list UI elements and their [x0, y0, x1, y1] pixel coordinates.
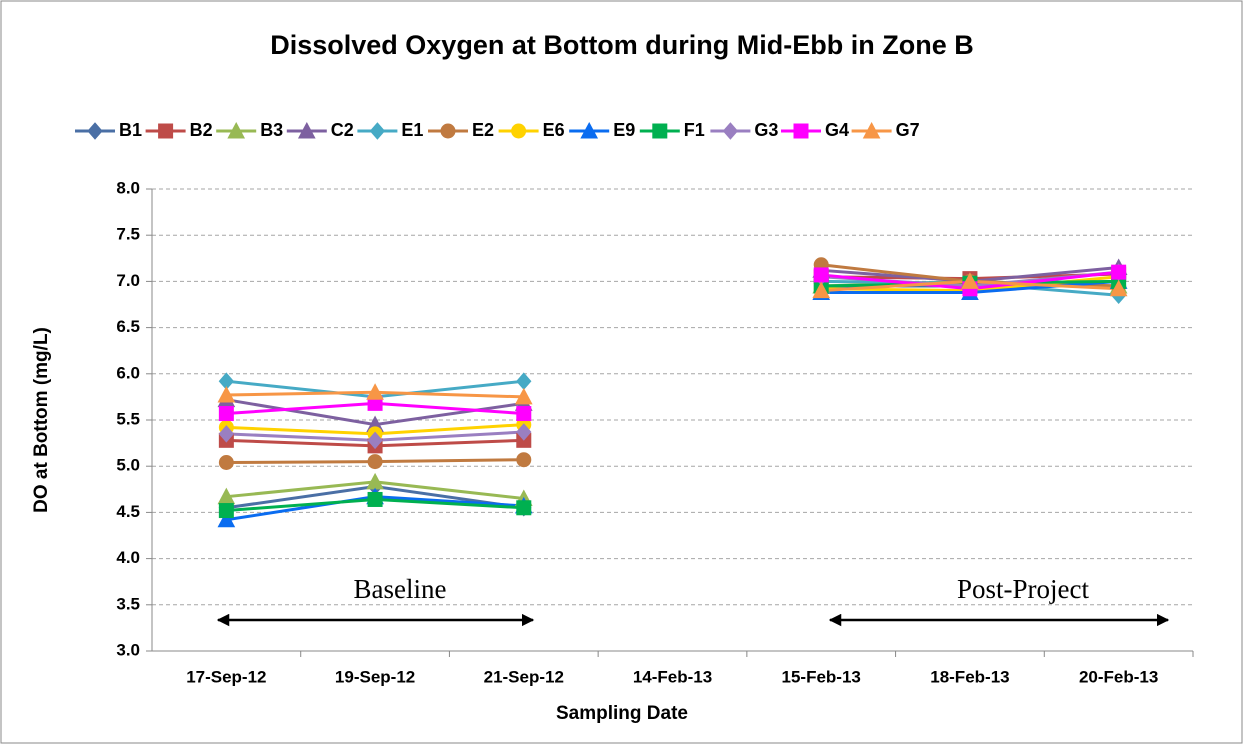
legend-marker: [227, 121, 246, 139]
x-tick-label: 15-Feb-13: [782, 667, 861, 686]
y-tick-label: 5.0: [116, 456, 140, 475]
y-tick-label: 5.5: [116, 409, 140, 428]
y-tick-label: 7.0: [116, 271, 140, 290]
y-tick-label: 4.5: [116, 502, 140, 521]
y-tick-label: 3.5: [116, 594, 140, 613]
legend-label: E9: [613, 120, 635, 140]
legend-marker: [862, 121, 881, 139]
legend-label: C2: [331, 120, 354, 140]
legend-label: F1: [684, 120, 705, 140]
y-tick-label: 6.5: [116, 317, 140, 336]
y-axis-label: DO at Bottom (mg/L): [31, 327, 52, 513]
legend-label: E1: [401, 120, 423, 140]
data-point: [813, 267, 829, 283]
data-point: [218, 425, 235, 443]
x-tick-label: 14-Feb-13: [633, 667, 712, 686]
data-point: [367, 431, 383, 450]
data-point: [218, 503, 234, 519]
legend-marker: [652, 123, 668, 139]
legend-label: B3: [260, 120, 283, 140]
annotation: Post-Project: [957, 574, 1089, 604]
data-point: [812, 281, 831, 299]
data-point: [516, 500, 532, 516]
legend-label: G3: [754, 120, 778, 140]
data-point: [516, 423, 532, 441]
x-tick-label: 19-Sep-12: [335, 667, 415, 686]
data-point: [366, 383, 384, 400]
legend-label: E2: [472, 120, 494, 140]
data-point: [516, 452, 532, 468]
data-point: [367, 454, 383, 470]
annotation: Baseline: [354, 574, 447, 604]
legend-marker: [158, 123, 174, 139]
data-point: [217, 510, 236, 528]
legend-label: G4: [825, 120, 849, 140]
data-point: [367, 491, 383, 507]
y-tick-label: 6.0: [116, 363, 140, 382]
legend-marker: [793, 123, 809, 139]
data-point: [516, 406, 532, 422]
legend-marker: [440, 123, 456, 139]
y-tick-label: 8.0: [116, 178, 140, 197]
data-point: [1109, 279, 1128, 297]
x-axis-label: Sampling Date: [556, 703, 688, 724]
legend-marker: [87, 122, 103, 140]
data-point: [1111, 264, 1127, 280]
legend-marker: [297, 121, 316, 139]
legend-marker: [580, 121, 599, 139]
legend-label: E6: [543, 120, 565, 140]
x-tick-label: 21-Sep-12: [484, 667, 564, 686]
data-point: [961, 272, 979, 289]
y-tick-label: 4.0: [116, 548, 140, 567]
x-tick-label: 20-Feb-13: [1079, 667, 1158, 686]
data-point: [217, 385, 236, 403]
data-point: [514, 387, 533, 405]
y-tick-label: 7.5: [116, 225, 140, 244]
legend-marker: [722, 122, 739, 140]
legend-marker: [511, 123, 527, 139]
legend-marker: [369, 122, 386, 140]
x-tick-label: 17-Sep-12: [186, 667, 266, 686]
data-point: [218, 455, 234, 471]
chart-title: Dissolved Oxygen at Bottom during Mid-Eb…: [270, 30, 974, 60]
legend-label: B1: [119, 120, 142, 140]
legend-label: G7: [896, 120, 920, 140]
x-tick-label: 18-Feb-13: [930, 667, 1009, 686]
data-point: [218, 406, 234, 422]
legend-label: B2: [190, 120, 213, 140]
y-tick-label: 3.0: [116, 640, 140, 659]
